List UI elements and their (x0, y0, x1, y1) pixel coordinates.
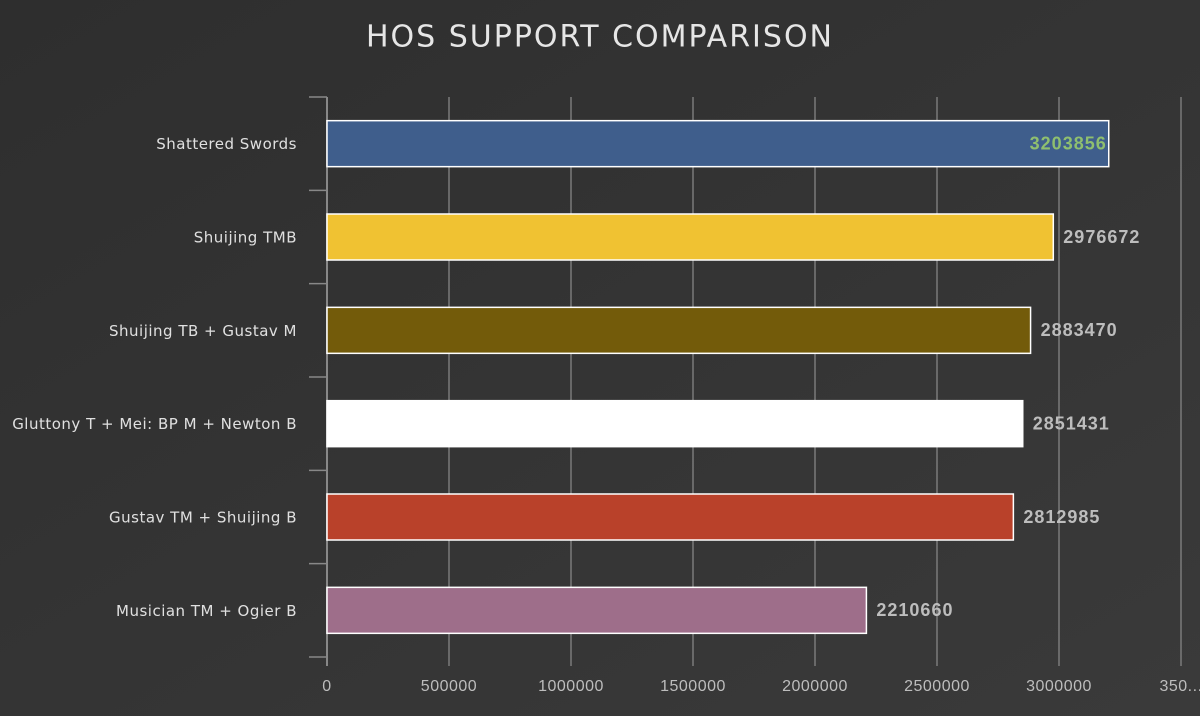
bar (326, 399, 1024, 448)
chart-title: HOS SUPPORT COMPARISON (366, 20, 834, 55)
value-label: 2883470 (1041, 320, 1118, 340)
category-label: Shuijing TB + Gustav M (109, 322, 297, 340)
category-label: Gustav TM + Shuijing B (109, 509, 297, 527)
bar (326, 119, 1110, 168)
x-tick-label: 1500000 (660, 678, 726, 695)
x-tick-label: 350... (1159, 678, 1200, 695)
value-label: 2851431 (1033, 413, 1110, 433)
x-tick-label: 3000000 (1026, 678, 1092, 695)
x-tick-label: 500000 (421, 678, 477, 695)
bar (326, 306, 1032, 355)
bar (326, 493, 1015, 541)
value-label: 2210660 (876, 600, 953, 620)
value-label: 2976672 (1063, 227, 1140, 247)
x-tick-label: 2000000 (782, 678, 848, 695)
category-label: Shattered Swords (156, 135, 297, 153)
bar (326, 213, 1055, 261)
value-label: 2812985 (1023, 507, 1100, 527)
category-label: Gluttony T + Mei: BP M + Newton B (12, 415, 297, 433)
category-label: Shuijing TMB (194, 229, 297, 247)
x-tick-label: 2500000 (904, 678, 970, 695)
x-tick-label: 0 (322, 678, 331, 695)
category-label: Musician TM + Ogier B (116, 602, 297, 620)
bar (326, 586, 868, 635)
x-tick-label: 1000000 (538, 678, 604, 695)
value-label: 3203856 (1030, 133, 1107, 153)
